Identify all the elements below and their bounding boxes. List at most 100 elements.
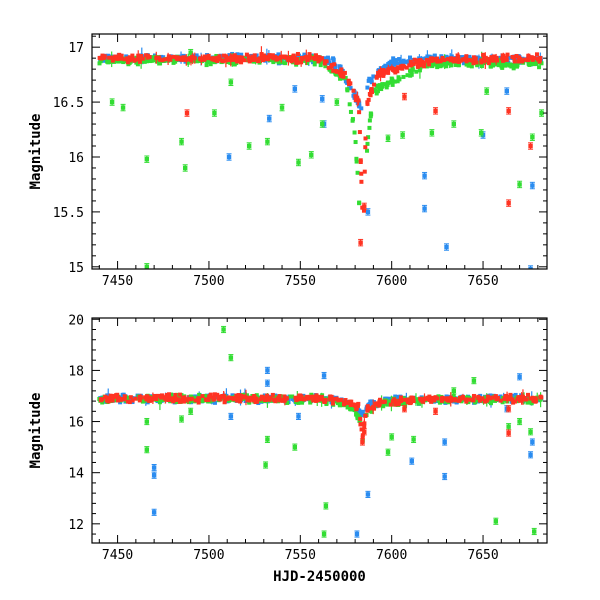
data-point [348,405,353,410]
data-point [265,393,270,398]
data-point [221,395,226,400]
data-point [353,140,358,145]
data-point [103,395,108,400]
data-point [197,396,202,401]
series-0 [98,47,543,269]
data-point [530,59,535,64]
data-point [471,393,476,398]
data-point [430,58,435,63]
outlier-point [402,94,407,99]
data-point [174,400,179,405]
data-point [168,57,173,62]
data-point [332,399,337,404]
data-point [166,56,171,61]
data-point [396,65,401,70]
data-point [346,79,351,84]
x-tick-label: 7600 [376,274,407,289]
data-point [367,118,372,123]
data-point [307,52,312,57]
data-point [397,77,402,82]
data-point [253,400,258,405]
data-point [121,397,126,402]
data-point [248,395,253,400]
data-point [411,395,416,400]
data-point [100,397,105,402]
data-point [528,398,533,403]
data-point [292,55,297,60]
data-point [261,58,266,63]
data-point [264,55,269,60]
data-point [426,396,431,401]
data-point [399,64,404,69]
data-point [458,58,463,63]
data-point [202,54,207,59]
data-point [215,59,220,64]
data-point [483,395,488,400]
data-point [241,394,246,399]
data-point [393,70,398,75]
data-point [510,54,515,59]
data-point [485,394,490,399]
data-point [398,395,403,400]
data-point [267,397,272,402]
data-point [442,58,447,63]
data-point [526,58,531,63]
outlier-point [309,152,314,157]
data-point [383,63,388,68]
outlier-point [320,121,325,127]
data-point [400,401,405,406]
data-point [469,64,474,69]
outlier-point [151,473,157,478]
data-point [479,64,484,69]
data-point [175,393,180,398]
data-point [464,54,469,59]
data-point [362,169,367,174]
data-point [196,400,201,405]
top-panel: 7450 7500 7550 7600 7650 15 15.5 16 16.5 17 Magnit… [28,33,548,289]
data-point [427,394,432,399]
data-point [337,401,342,406]
data-point [476,60,481,65]
outlier-point [120,105,126,110]
data-point [489,62,494,67]
data-point [277,398,282,403]
data-point [164,395,169,400]
data-point [377,402,382,407]
data-point [511,63,516,68]
data-point [147,397,152,402]
data-point [266,395,271,400]
outlier-point [451,388,457,394]
data-point [144,59,149,64]
data-point [160,58,165,63]
data-point [507,395,512,400]
data-point [286,56,291,61]
data-point [271,56,276,61]
data-point [440,57,445,62]
data-point [352,130,357,135]
data-point [382,399,387,404]
outlier-point [484,88,489,94]
outlier-point [429,130,435,136]
data-point [455,53,460,58]
data-point [446,57,451,62]
data-point [448,58,453,63]
data-point [512,59,517,64]
data-point [184,57,189,62]
data-point [231,56,236,61]
y-tick-label: 16.5 [53,96,84,111]
data-point [143,56,148,61]
outlier-point [179,416,184,422]
data-point [393,66,398,71]
data-point [456,62,461,67]
data-point [244,393,249,398]
data-point [130,57,135,62]
data-point [223,58,228,63]
outlier-point [179,139,184,144]
data-point [228,56,233,61]
data-point [534,52,539,57]
data-point [528,55,533,60]
data-point [237,393,242,398]
data-point [366,135,371,140]
data-point [493,56,498,61]
data-point [372,82,377,87]
